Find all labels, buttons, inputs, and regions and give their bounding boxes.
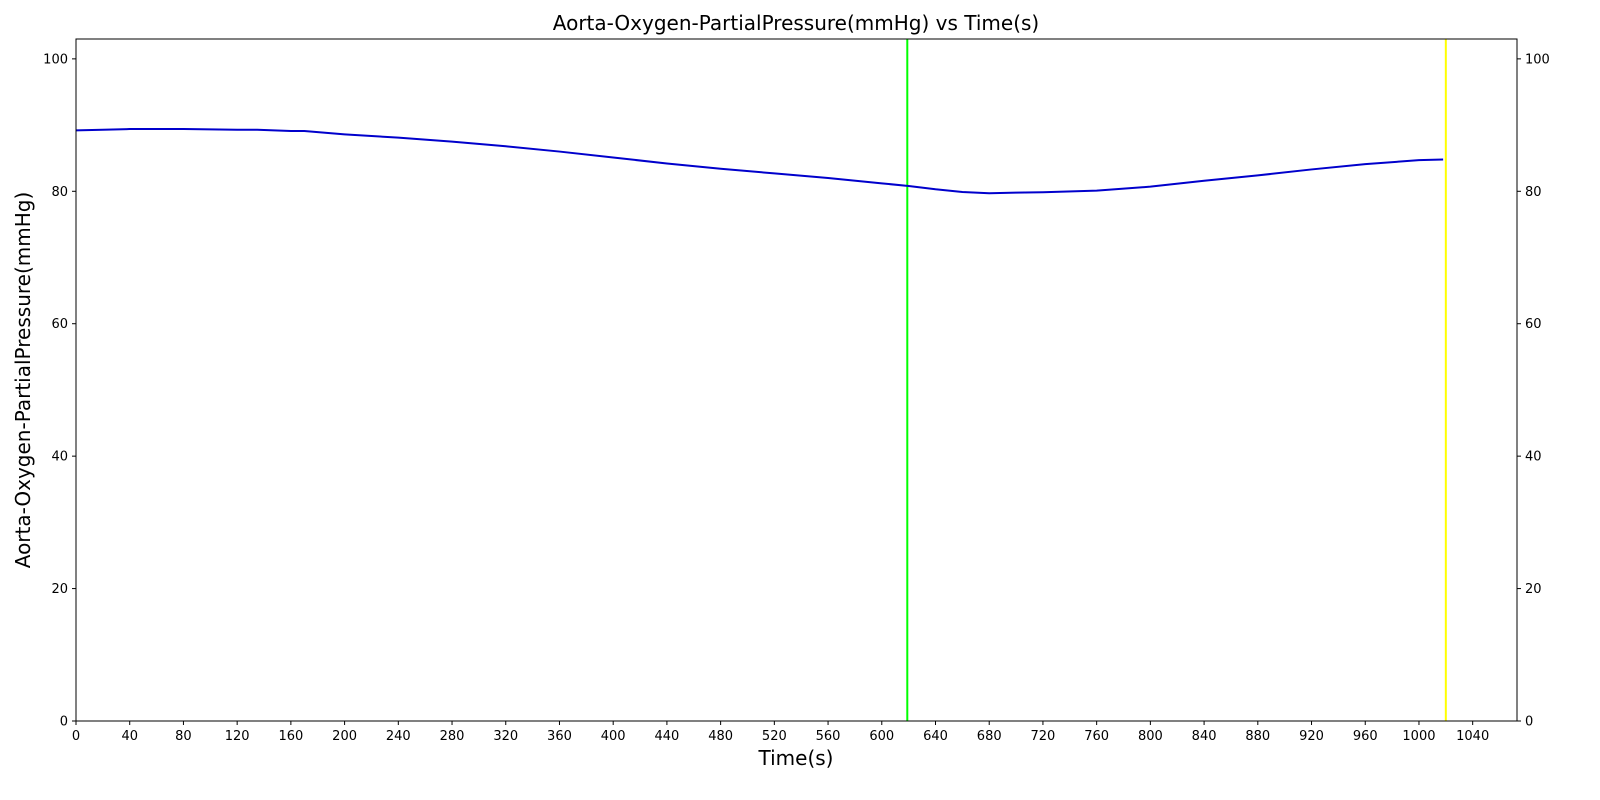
x-tick-label: 520 xyxy=(762,729,787,744)
x-tick-label: 720 xyxy=(1031,729,1056,744)
x-tick-label: 960 xyxy=(1353,729,1378,744)
x-tick-label: 640 xyxy=(923,729,948,744)
right-y-tick-label: 60 xyxy=(1525,317,1542,332)
x-tick-label: 40 xyxy=(121,729,138,744)
x-tick-label: 360 xyxy=(547,729,572,744)
x-tick-label: 400 xyxy=(601,729,626,744)
y-tick-label: 80 xyxy=(51,185,68,200)
x-tick-label: 200 xyxy=(332,729,357,744)
x-tick-label: 120 xyxy=(225,729,250,744)
x-tick-label: 160 xyxy=(278,729,303,744)
y-axis-label: Aorta-Oxygen-PartialPressure(mmHg) xyxy=(11,192,35,569)
right-y-tick-label: 0 xyxy=(1525,715,1533,730)
x-tick-label: 320 xyxy=(493,729,518,744)
x-tick-label: 80 xyxy=(175,729,192,744)
x-tick-label: 280 xyxy=(440,729,465,744)
right-y-tick-label: 40 xyxy=(1525,450,1542,465)
x-tick-label: 1040 xyxy=(1456,729,1489,744)
x-tick-label: 440 xyxy=(654,729,679,744)
y-tick-label: 40 xyxy=(51,450,68,465)
x-tick-label: 680 xyxy=(977,729,1002,744)
right-y-tick-label: 20 xyxy=(1525,582,1542,597)
x-tick-label: 0 xyxy=(72,729,80,744)
chart-title: Aorta-Oxygen-PartialPressure(mmHg) vs Ti… xyxy=(553,11,1039,35)
x-tick-label: 240 xyxy=(386,729,411,744)
x-tick-label: 920 xyxy=(1299,729,1324,744)
x-tick-label: 760 xyxy=(1084,729,1109,744)
y-tick-label: 60 xyxy=(51,317,68,332)
x-tick-label: 600 xyxy=(869,729,894,744)
x-tick-label: 880 xyxy=(1245,729,1270,744)
data-series-line-1 xyxy=(75,128,1444,195)
y-tick-label: 100 xyxy=(43,52,68,67)
plot-area: 0 40 80 120 160 200 240 280 320 360 400 440 480 520 56… xyxy=(43,38,1550,744)
x-axis-label: Time(s) xyxy=(758,746,834,770)
x-tick-label: 1000 xyxy=(1402,729,1435,744)
x-tick-label: 800 xyxy=(1138,729,1163,744)
y-tick-label: 0 xyxy=(60,715,68,730)
plot-frame xyxy=(75,38,1518,722)
y-tick-label: 20 xyxy=(51,582,68,597)
x-tick-label: 840 xyxy=(1192,729,1217,744)
x-tick-label: 560 xyxy=(816,729,841,744)
right-y-tick-label: 100 xyxy=(1525,52,1550,67)
right-y-tick-label: 80 xyxy=(1525,185,1542,200)
x-tick-label: 480 xyxy=(708,729,733,744)
